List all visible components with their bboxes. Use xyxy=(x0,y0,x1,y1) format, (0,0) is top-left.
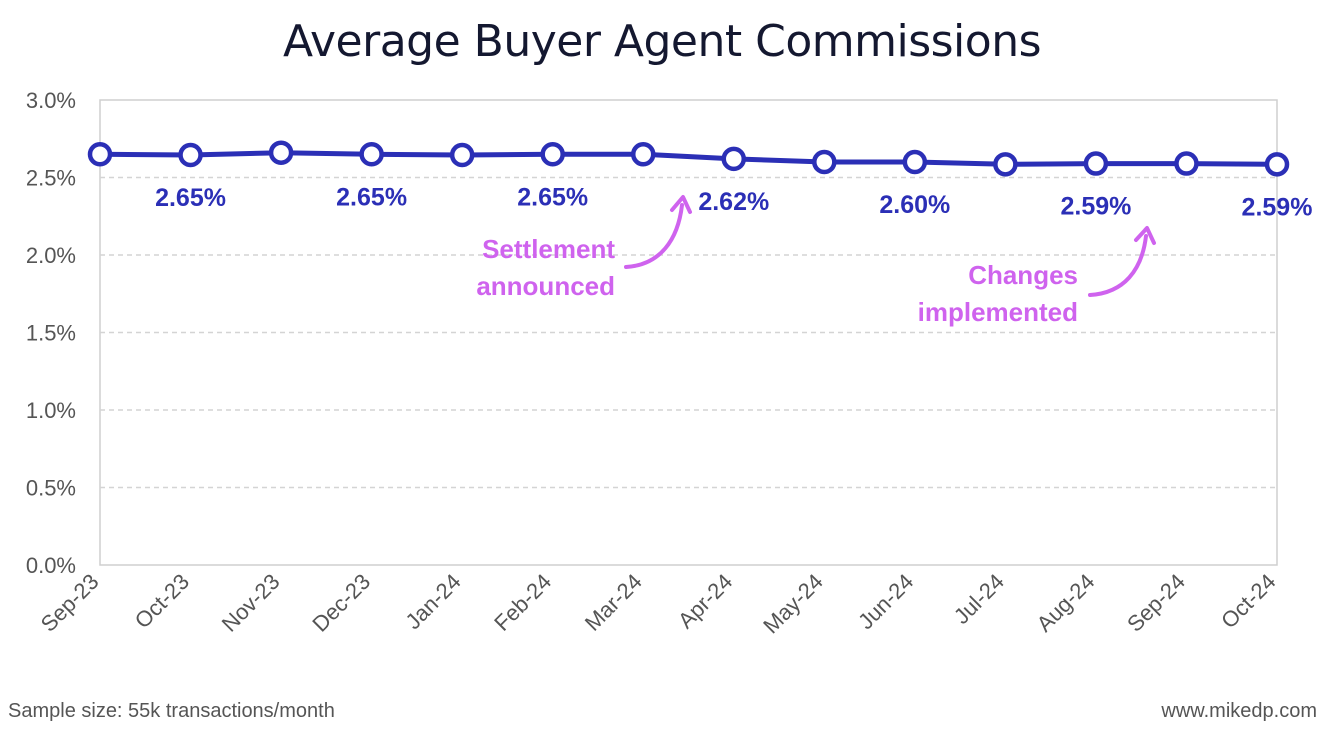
annotation-settlement-line-2: announced xyxy=(476,271,615,301)
data-point-nov-23 xyxy=(268,140,294,165)
x-tick-label-oct-24: Oct-24 xyxy=(1216,569,1280,633)
footer-website: www.mikedp.com xyxy=(1160,700,1317,722)
data-point-feb-24 xyxy=(540,142,565,167)
annotation-settlement-line-1: Settlement xyxy=(482,234,615,264)
x-tick-label-oct-23: Oct-23 xyxy=(130,569,194,633)
y-tick-label-6: 3.0% xyxy=(26,88,76,113)
series-line xyxy=(97,150,1280,167)
data-label-oct-24: 2.59% xyxy=(1242,193,1313,221)
y-tick-label-2: 1.0% xyxy=(26,398,76,423)
data-point-jun-24 xyxy=(902,149,928,175)
data-point-jul-24 xyxy=(993,152,1018,177)
data-point-aug-24 xyxy=(1083,151,1109,176)
x-axis-ticks: Sep-23 Oct-23 Nov-23 Dec-23 Jan-24 Feb-24 Mar-… xyxy=(36,569,1281,639)
y-tick-label-3: 1.5% xyxy=(26,321,76,346)
data-label-feb-24: 2.65% xyxy=(517,183,588,211)
data-point-jan-24 xyxy=(449,142,475,168)
y-tick-label-0: 0.0% xyxy=(26,553,76,578)
x-tick-label-may-24: May-24 xyxy=(758,569,828,639)
x-tick-label-aug-24: Aug-24 xyxy=(1032,569,1100,637)
data-labels: 2.65% 2.65% 2.65% 2.62% 2.60% 2.59% 2.59% xyxy=(155,183,1312,221)
y-tick-label-4: 2.0% xyxy=(26,243,76,268)
data-point-dec-23 xyxy=(359,142,384,167)
data-points xyxy=(87,140,1290,177)
chart-title: Average Buyer Agent Commissions xyxy=(283,16,1041,67)
y-tick-label-1: 0.5% xyxy=(26,476,76,501)
series-layer xyxy=(97,150,1280,167)
x-tick-label-apr-24: Apr-24 xyxy=(673,569,737,633)
data-label-jun-24: 2.60% xyxy=(879,191,950,219)
x-tick-label-sep-24: Sep-24 xyxy=(1122,569,1190,637)
x-tick-label-jan-24: Jan-24 xyxy=(400,569,465,634)
x-tick-label-nov-23: Nov-23 xyxy=(217,569,285,637)
annotation-changes-line-2: implemented xyxy=(918,297,1078,327)
data-point-mar-24 xyxy=(630,142,656,167)
annotation-settlement-announced: Settlement announced xyxy=(476,195,692,301)
data-point-sep-24 xyxy=(1174,151,1199,176)
data-point-sep-23 xyxy=(87,142,113,167)
x-tick-label-dec-23: Dec-23 xyxy=(307,569,375,637)
annotation-changes-arrow xyxy=(1088,234,1148,297)
x-tick-label-feb-24: Feb-24 xyxy=(489,569,556,636)
footer-sample-size: Sample size: 55k transactions/month xyxy=(8,700,335,722)
data-point-may-24 xyxy=(812,149,837,175)
x-tick-label-sep-23: Sep-23 xyxy=(36,569,104,637)
x-tick-label-mar-24: Mar-24 xyxy=(580,569,647,636)
data-label-dec-23: 2.65% xyxy=(336,183,407,211)
data-label-oct-23: 2.65% xyxy=(155,184,226,212)
x-tick-label-jul-24: Jul-24 xyxy=(949,569,1009,629)
data-point-apr-24 xyxy=(721,146,747,172)
data-point-oct-24 xyxy=(1264,152,1290,177)
annotation-settlement-arrowhead xyxy=(670,195,692,214)
data-label-aug-24: 2.59% xyxy=(1060,193,1131,221)
gridlines xyxy=(100,176,1277,489)
annotation-changes-implemented: Changes implemented xyxy=(918,226,1156,327)
y-tick-label-5: 2.5% xyxy=(26,166,76,191)
annotation-changes-arrowhead xyxy=(1134,226,1156,245)
data-point-oct-23 xyxy=(178,142,203,168)
data-label-apr-24: 2.62% xyxy=(698,188,769,216)
x-tick-label-jun-24: Jun-24 xyxy=(853,569,918,634)
annotation-settlement-arrow xyxy=(624,203,684,269)
y-axis-ticks: 0.0% 0.5% 1.0% 1.5% 2.0% 2.5% 3.0% xyxy=(26,88,76,578)
annotation-changes-line-1: Changes xyxy=(968,260,1078,290)
